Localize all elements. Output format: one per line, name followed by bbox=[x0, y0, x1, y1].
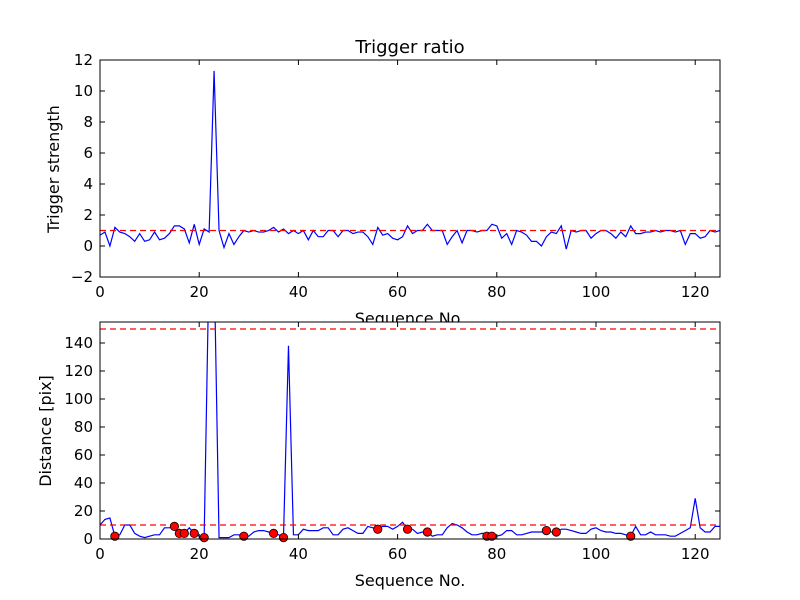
series-line bbox=[100, 70, 720, 250]
marker-point bbox=[551, 527, 561, 537]
marker-point bbox=[199, 532, 209, 543]
axes: 0 20 40 60 80 100 120 0 20 40 60 80 100 120 140 bbox=[64, 322, 720, 563]
x-tick-label: 20 bbox=[190, 545, 209, 563]
data-layer bbox=[100, 70, 720, 250]
y-tick-label: 2 bbox=[83, 206, 93, 224]
chart-distance: 0 20 40 60 80 100 120 0 20 40 60 80 100 120 140 Sequen… bbox=[36, 321, 721, 590]
y-tick-label: 10 bbox=[74, 82, 93, 100]
marker-point bbox=[541, 525, 552, 536]
y-tick-label: 100 bbox=[64, 390, 93, 408]
marker-point bbox=[110, 531, 120, 541]
x-axis-label: Sequence No. bbox=[355, 571, 466, 590]
clipped-series bbox=[100, 70, 720, 250]
plot-area bbox=[100, 60, 720, 277]
chart-title: Trigger ratio bbox=[354, 37, 464, 58]
x-tick-label: 20 bbox=[190, 283, 209, 301]
y-tick-label: 8 bbox=[83, 113, 93, 131]
y-tick-label: 140 bbox=[64, 334, 93, 352]
x-tick-label: 80 bbox=[487, 545, 506, 563]
x-tick-label: 60 bbox=[388, 283, 407, 301]
y-tick-label: 0 bbox=[83, 237, 93, 255]
plot-frame bbox=[99, 321, 721, 540]
marker-point bbox=[179, 528, 189, 539]
x-tick-label: 0 bbox=[95, 545, 105, 563]
y-tick-label: 12 bbox=[74, 51, 93, 69]
x-tick-label: 100 bbox=[582, 283, 611, 301]
chart-trigger-ratio: Trigger ratio 0 20 40 60 80 100 120−2024681012… bbox=[44, 37, 721, 328]
x-tick-label: 40 bbox=[289, 545, 308, 563]
y-tick-label: 6 bbox=[83, 144, 93, 162]
plot-area bbox=[100, 322, 720, 539]
y-tick-label: 120 bbox=[64, 362, 93, 380]
y-tick-label: 60 bbox=[74, 446, 93, 464]
y-tick-label: 20 bbox=[74, 502, 93, 520]
plot-frame bbox=[99, 59, 721, 278]
marker-point bbox=[239, 531, 249, 541]
x-tick-label: 60 bbox=[388, 545, 407, 563]
x-tick-label: 40 bbox=[289, 283, 308, 301]
y-tick-label: 4 bbox=[83, 175, 93, 193]
x-tick-label: 80 bbox=[487, 283, 506, 301]
x-tick-label: 120 bbox=[681, 283, 710, 301]
y-tick-label: 80 bbox=[74, 418, 93, 436]
marker-point bbox=[278, 532, 289, 543]
marker-point bbox=[487, 531, 497, 541]
marker-point bbox=[268, 528, 279, 539]
marker-point bbox=[169, 521, 179, 532]
y-tick-label: −2 bbox=[71, 268, 93, 286]
x-tick-label: 0 bbox=[95, 283, 105, 301]
marker-point bbox=[373, 524, 383, 534]
y-tick-label: 40 bbox=[74, 474, 93, 492]
marker-point bbox=[422, 527, 432, 537]
y-axis-label: Distance [pix] bbox=[36, 375, 55, 487]
marker-point bbox=[626, 531, 636, 541]
x-tick-label: 120 bbox=[681, 545, 710, 563]
data-layer bbox=[100, 322, 720, 543]
marker-point bbox=[402, 524, 413, 534]
y-tick-label: 0 bbox=[83, 530, 93, 548]
marker-point bbox=[189, 528, 199, 539]
x-tick-label: 100 bbox=[582, 545, 611, 563]
y-axis-label: Trigger strength bbox=[44, 105, 63, 234]
